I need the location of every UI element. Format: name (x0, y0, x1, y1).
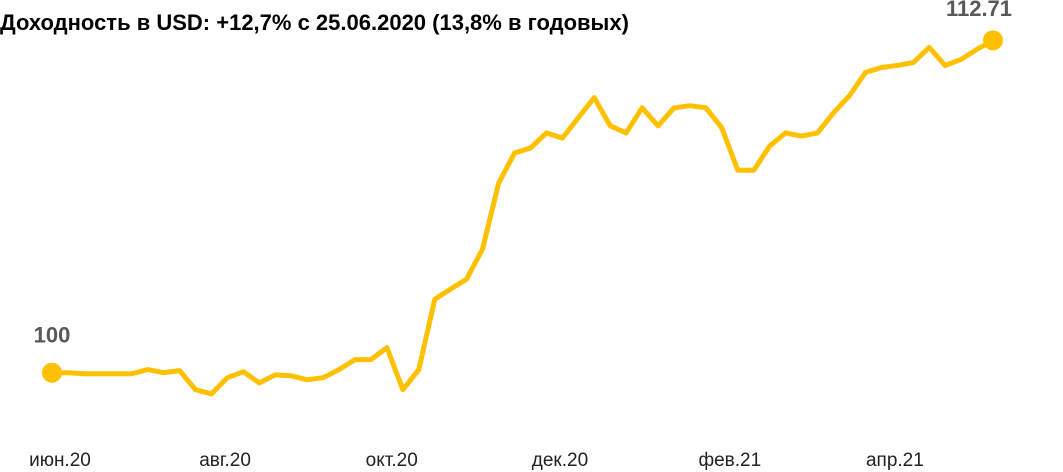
x-tick-label: июн.20 (29, 450, 91, 471)
line (52, 38, 995, 397)
end-point (983, 30, 1003, 51)
x-tick-label: фев.21 (698, 450, 761, 471)
end-label: 112.71 (946, 0, 1012, 21)
chart-title: Доходность в USD: +12,7% с 25.06.2020 (1… (0, 10, 629, 35)
x-tick-label: окт.20 (366, 450, 418, 471)
start-point (42, 362, 62, 383)
x-tick-label: апр.21 (866, 450, 924, 471)
x-tick-label: дек.20 (532, 450, 588, 471)
x-tick-label: авг.20 (199, 450, 251, 471)
start-label: 100 (34, 323, 71, 348)
